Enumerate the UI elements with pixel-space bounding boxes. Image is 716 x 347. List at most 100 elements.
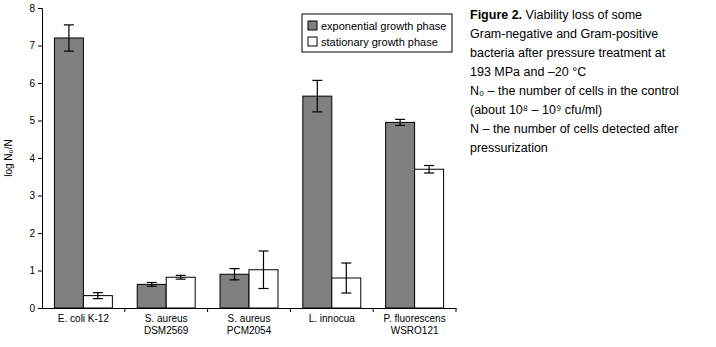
- y-tick: 7: [29, 40, 42, 51]
- y-tick-label: 3: [29, 190, 35, 201]
- y-tick: 5: [29, 115, 42, 126]
- x-tick-label: S. aureusPCM2054: [227, 313, 272, 336]
- legend: exponential growth phase stationary growt…: [302, 14, 452, 52]
- y-axis-title: log N₀/N: [3, 139, 14, 177]
- legend-label: stationary growth phase: [321, 36, 438, 48]
- bar: [54, 38, 83, 308]
- y-tick: 1: [29, 265, 42, 276]
- bars: [54, 25, 443, 308]
- bar: [386, 122, 415, 308]
- y-tick-mark: [38, 8, 42, 9]
- y-axis-line: [38, 9, 43, 309]
- y-tick-label: 4: [29, 153, 35, 164]
- error-bar-line: [93, 298, 103, 299]
- error-bar-line: [97, 293, 98, 299]
- error-bar-line: [147, 282, 157, 283]
- error-bar-line: [424, 172, 434, 173]
- y-tick-label: 7: [29, 40, 35, 51]
- caption-line: bacteria after pressure treatment at: [470, 46, 666, 60]
- legend-label: exponential growth phase: [321, 20, 446, 32]
- error-bar: [424, 166, 434, 174]
- error-bar-line: [230, 279, 240, 280]
- x-tick-label: L. innocua: [309, 313, 356, 324]
- error-bar-line: [400, 119, 401, 125]
- error-bar-line: [341, 292, 351, 293]
- y-axis: 0 1 2 3 4 5 6 7 8: [29, 3, 42, 314]
- y-tick-mark: [38, 158, 42, 159]
- error-bar-line: [312, 80, 322, 81]
- caption-line: 193 MPa and –20 °C: [470, 65, 586, 79]
- y-tick: 0: [29, 303, 42, 314]
- x-tick-mark: [373, 308, 374, 312]
- error-bar-line: [234, 269, 235, 280]
- caption: Figure 2. Viability loss of someGram-neg…: [470, 8, 679, 155]
- bar: [415, 169, 444, 308]
- error-bar-line: [395, 125, 405, 126]
- y-tick-mark: [38, 83, 42, 84]
- error-bar-line: [176, 279, 186, 280]
- bar: [303, 96, 332, 308]
- error-bar-line: [64, 24, 74, 25]
- chart: 0 1 2 3 4 5 6 7 8 E. coli K-12 S. aureusDSM2569 S. …: [0, 0, 716, 347]
- y-tick: 3: [29, 190, 42, 201]
- error-bar: [230, 269, 240, 280]
- error-bar-line: [395, 119, 405, 120]
- x-tick: P. fluorescensWSRO121: [384, 308, 456, 336]
- error-bar-line: [341, 262, 351, 263]
- note-line: pressurization: [470, 141, 548, 155]
- y-tick: 2: [29, 228, 42, 239]
- error-bar-line: [230, 268, 240, 269]
- error-bar: [147, 283, 157, 287]
- y-tick-mark: [38, 46, 42, 47]
- y-tick-mark: [38, 271, 42, 272]
- x-tick-label: S. aureusDSM2569: [144, 313, 189, 336]
- x-tick-mark: [456, 308, 457, 312]
- y-tick-label: 2: [29, 228, 35, 239]
- bar: [166, 277, 195, 308]
- error-bar: [312, 80, 322, 112]
- x-tick: L. innocua: [309, 308, 373, 324]
- error-bar-line: [258, 250, 268, 251]
- error-bar: [258, 251, 268, 289]
- error-bar-line: [93, 292, 103, 293]
- y-tick: 4: [29, 153, 42, 164]
- error-bar: [93, 293, 103, 299]
- x-axis-line: [43, 308, 457, 309]
- note-line: N₀ – the number of cells in the control: [470, 84, 679, 98]
- error-bar-line: [317, 80, 318, 112]
- y-tick-mark: [38, 233, 42, 234]
- bar: [220, 274, 249, 308]
- caption-line: Figure 2. Viability loss of some: [470, 8, 642, 22]
- y-tick-label: 6: [29, 78, 35, 89]
- legend-swatch: [308, 37, 317, 46]
- y-tick: 6: [29, 78, 42, 89]
- y-tick-label: 5: [29, 115, 35, 126]
- caption-text: Viability loss of some: [526, 8, 643, 22]
- note-line: N – the number of cells detected after: [470, 122, 678, 136]
- error-bar: [341, 263, 351, 293]
- y-tick-label: 0: [29, 303, 35, 314]
- error-bar: [64, 25, 74, 51]
- note-line: (about 10⁸ – 10⁹ cfu/ml): [470, 103, 602, 117]
- error-bar-line: [263, 251, 264, 289]
- y-tick-label: 1: [29, 265, 35, 276]
- y-tick-label: 8: [29, 3, 35, 14]
- error-bar-line: [68, 25, 69, 51]
- x-tick-mark: [124, 308, 125, 312]
- x-axis: E. coli K-12 S. aureusDSM2569 S. aureusPCM…: [43, 308, 457, 336]
- error-bar-line: [428, 166, 429, 174]
- x-tick-label: P. fluorescensWSRO121: [384, 313, 446, 336]
- y-tick: 8: [29, 3, 42, 14]
- legend-box: [302, 14, 452, 52]
- y-tick-mark: [38, 121, 42, 122]
- y-tick-mark: [38, 196, 42, 197]
- x-tick: S. aureusPCM2054: [227, 308, 291, 336]
- error-bar-line: [312, 111, 322, 112]
- error-bar: [176, 275, 186, 279]
- x-tick-label: E. coli K-12: [58, 313, 110, 324]
- legend-swatch: [308, 21, 317, 30]
- y-tick-mark: [38, 308, 42, 309]
- caption-label: Figure 2.: [470, 8, 522, 22]
- x-tick: S. aureusDSM2569: [144, 308, 208, 336]
- error-bar-line: [64, 51, 74, 52]
